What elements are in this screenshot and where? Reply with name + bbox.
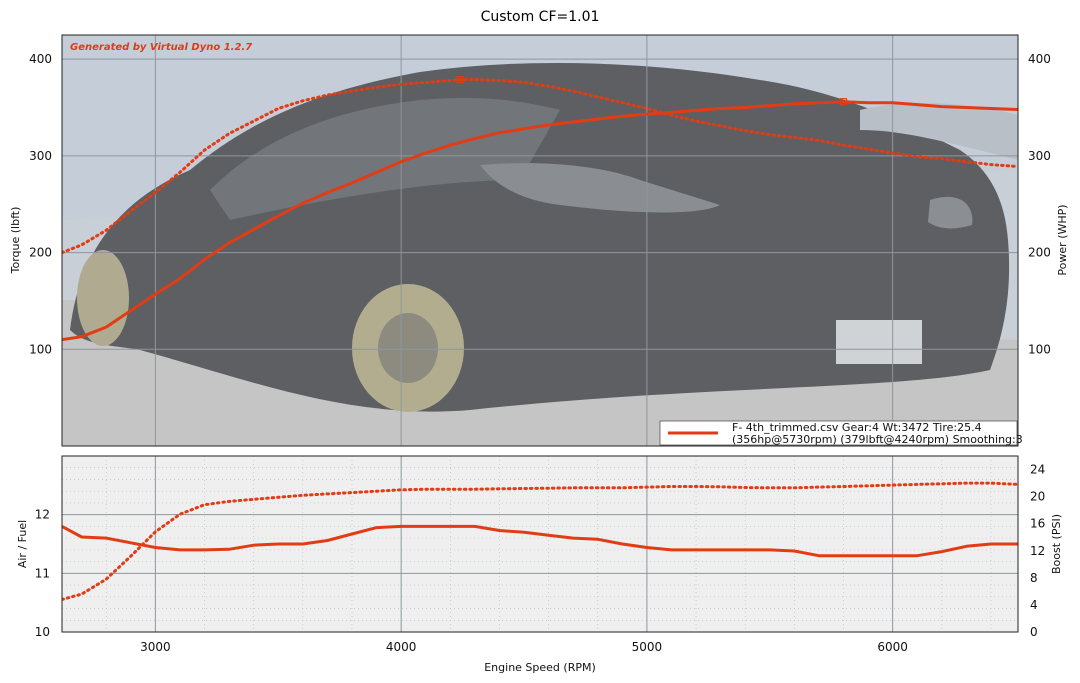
bottom-panel: 10 11 12 0 4 8 12 16 20 24 3000 4000 5000 6000 Air … <box>16 455 1063 674</box>
rpm-axis-ticks: 3000 4000 5000 6000 <box>140 640 908 654</box>
torque-curve <box>62 78 1018 255</box>
air-fuel-axis-ticks: 10 11 12 <box>35 508 50 639</box>
boost-tick-label: 12 <box>1030 544 1045 558</box>
chart-title: Custom CF=1.01 <box>481 9 600 25</box>
air-fuel-axis-label: Air / Fuel <box>16 520 29 568</box>
rpm-axis-label: Engine Speed (RPM) <box>484 661 596 674</box>
air-fuel-tick-label: 10 <box>35 625 50 639</box>
power-tick-label: 200 <box>1028 246 1051 260</box>
boost-axis-label: Boost (PSI) <box>1050 514 1063 574</box>
torque-tick-label: 300 <box>29 149 52 163</box>
legend-line-2: (356hp@5730rpm) (379lbft@4240rpm) Smooth… <box>732 433 1023 446</box>
top-plot-frame <box>61 34 1019 447</box>
power-peak-marker <box>839 98 848 106</box>
boost-tick-label: 16 <box>1030 517 1045 531</box>
torque-axis-ticks: 100 200 300 400 <box>29 52 52 356</box>
torque-tick-label: 100 <box>29 342 52 356</box>
rpm-tick-label: 5000 <box>632 640 663 654</box>
bottom-plot-frame <box>61 455 1019 633</box>
boost-curve <box>62 481 1018 601</box>
torque-peak-marker <box>456 75 464 84</box>
bottom-series-group <box>62 481 1018 601</box>
air-fuel-curve <box>62 524 1018 558</box>
boost-tick-label: 0 <box>1030 625 1038 639</box>
air-fuel-tick-label: 11 <box>35 566 50 580</box>
power-curve <box>62 100 1018 342</box>
rpm-tick-label: 4000 <box>386 640 417 654</box>
boost-tick-label: 20 <box>1030 490 1045 504</box>
boost-tick-label: 4 <box>1030 598 1038 612</box>
legend-line-1: F- 4th_trimmed.csv Gear:4 Wt:3472 Tire:2… <box>732 421 982 434</box>
top-horizontal-grid <box>62 58 1018 350</box>
boost-tick-label: 8 <box>1030 571 1038 585</box>
top-series-group <box>62 75 1018 342</box>
air-fuel-tick-label: 12 <box>35 508 50 522</box>
bottom-vertical-grid <box>154 456 894 632</box>
rpm-tick-label: 3000 <box>140 640 171 654</box>
power-axis-ticks: 100 200 300 400 <box>1028 52 1051 356</box>
boost-axis-ticks: 0 4 8 12 16 20 24 <box>1030 463 1045 639</box>
watermark-text: Generated by Virtual Dyno 1.2.7 <box>70 42 252 53</box>
torque-axis-label: Torque (lbft) <box>9 207 22 275</box>
torque-tick-label: 400 <box>29 52 52 66</box>
power-tick-label: 300 <box>1028 149 1051 163</box>
power-axis-label: Power (WHP) <box>1056 204 1069 275</box>
top-panel: Generated by Virtual Dyno 1.2.7 F- 4th_t… <box>9 34 1069 447</box>
power-tick-label: 400 <box>1028 52 1051 66</box>
legend-box <box>659 420 1018 446</box>
bottom-plot-background <box>62 456 1018 632</box>
boost-tick-label: 24 <box>1030 463 1045 477</box>
rpm-tick-label: 6000 <box>877 640 908 654</box>
power-tick-label: 100 <box>1028 342 1051 356</box>
torque-tick-label: 200 <box>29 246 52 260</box>
background-photo <box>62 35 1018 446</box>
legend: F- 4th_trimmed.csv Gear:4 Wt:3472 Tire:2… <box>659 420 1023 446</box>
